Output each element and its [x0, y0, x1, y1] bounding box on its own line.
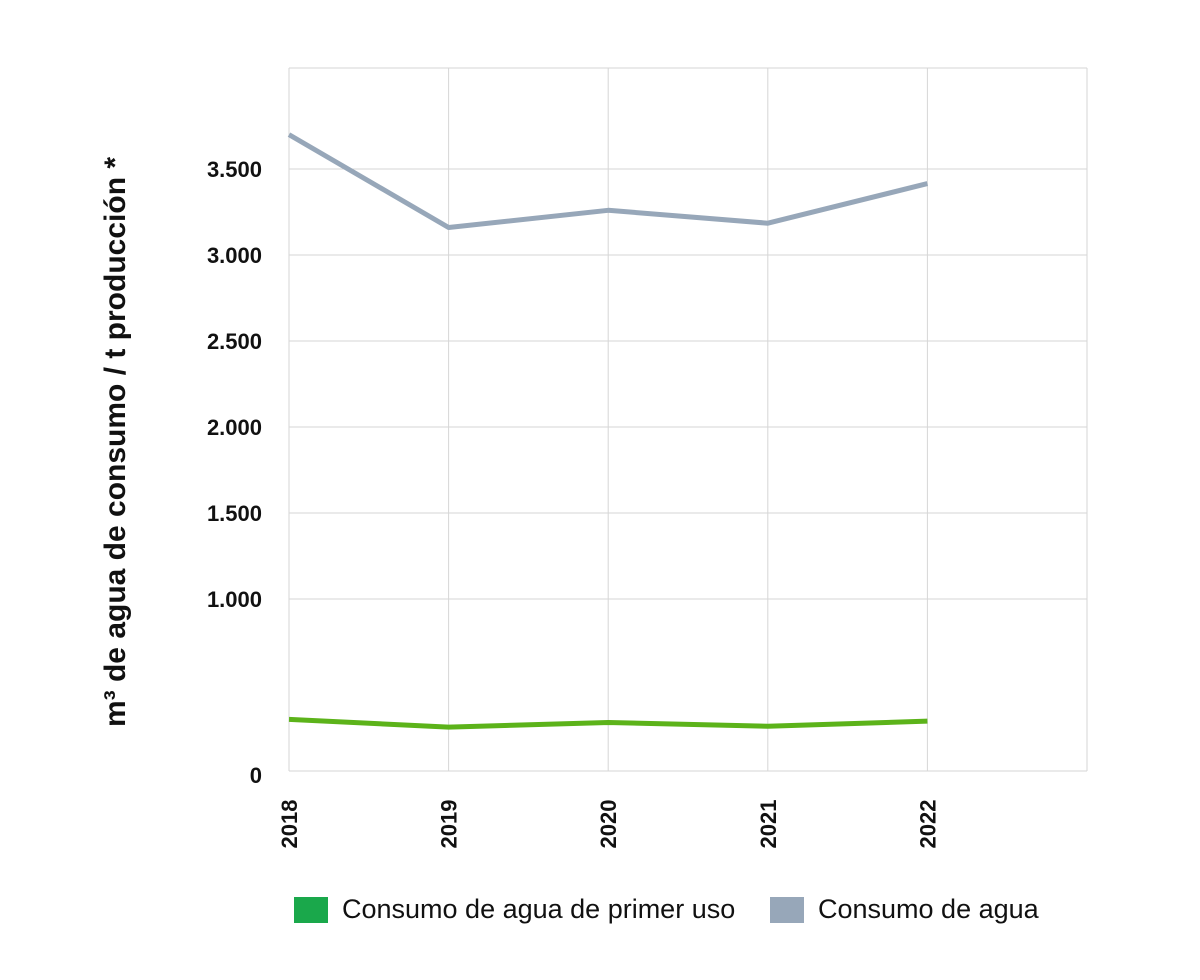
x-axis-tick-labels: 2018 2019 2020 2021 2022 — [277, 800, 940, 849]
legend-swatch-primer-uso — [294, 896, 328, 923]
y-tick-label: 2.500 — [207, 329, 262, 354]
x-tick-label: 2018 — [277, 800, 302, 849]
legend-label-primer-uso: Consumo de agua de primer uso — [342, 894, 736, 924]
y-tick-label: 0 — [250, 763, 262, 788]
x-tick-label: 2022 — [915, 800, 940, 849]
y-tick-label: 2.000 — [207, 415, 262, 440]
grid-lines — [288, 67, 1088, 772]
y-tick-label: 1.000 — [207, 587, 262, 612]
line-chart: 0 1.000 1.500 2.000 2.500 3.000 3.500 2018 2019… — [99, 67, 1088, 849]
series-line-primer-uso — [288, 716, 928, 730]
series-lines — [287, 132, 929, 730]
x-tick-label: 2021 — [756, 800, 781, 849]
legend-label-consumo: Consumo de agua — [818, 894, 1039, 924]
series-line-consumo — [287, 132, 929, 230]
x-tick-label: 2020 — [596, 800, 621, 849]
legend-item-consumo: Consumo de agua — [770, 894, 1039, 925]
legend-swatch-consumo — [770, 896, 804, 923]
y-tick-label: 1.500 — [207, 501, 262, 526]
y-axis-tick-labels: 0 1.000 1.500 2.000 2.500 3.000 3.500 — [207, 157, 262, 788]
y-tick-label: 3.000 — [207, 243, 262, 268]
y-tick-label: 3.500 — [207, 157, 262, 182]
y-axis-label: m³ de agua de consumo / t producción * — [99, 157, 132, 727]
legend: Consumo de agua de primer uso Consumo de… — [0, 894, 1200, 934]
x-tick-label: 2019 — [437, 800, 462, 849]
legend-item-primer-uso: Consumo de agua de primer uso — [294, 894, 735, 925]
